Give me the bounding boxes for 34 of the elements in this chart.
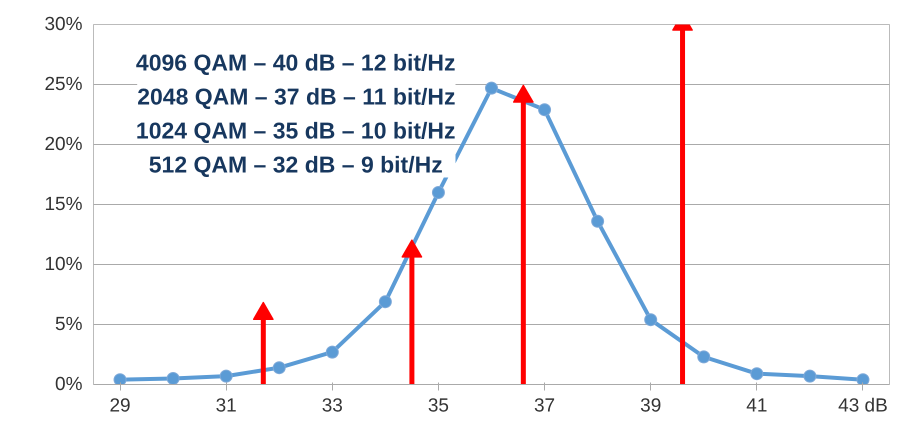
x-tick-label: 39 (640, 396, 662, 416)
y-tick-label: 20% (44, 134, 83, 155)
point (538, 103, 552, 116)
point (803, 370, 816, 383)
x-tick-label: 29 (109, 396, 131, 416)
point (432, 186, 445, 199)
point (220, 370, 233, 383)
point (697, 350, 710, 364)
annotation: 1024 QAM – 35 dB – 10 bit/Hz (136, 118, 456, 144)
x-tick-label: 41 (746, 396, 768, 416)
point (378, 295, 392, 308)
x-tick-label: 35 (428, 396, 450, 416)
y-tick-label: 25% (44, 74, 83, 95)
x-tick-label: 33 (322, 396, 343, 416)
point (326, 346, 339, 359)
point (856, 373, 870, 384)
annotation: 512 QAM – 32 dB – 9 bit/Hz (148, 152, 443, 178)
x-tick-label: 31 (216, 396, 237, 416)
point (485, 82, 498, 95)
y-tick-label: 0% (55, 374, 83, 395)
annotation: 4096 QAM – 40 dB – 12 bit/Hz (136, 50, 456, 76)
y-tick-label: 10% (44, 254, 83, 275)
point (750, 367, 764, 380)
x-tick-label: 43 dB (838, 396, 888, 416)
point (272, 361, 286, 374)
y-tick-label: 5% (55, 314, 83, 335)
x-tick-label: 37 (534, 396, 556, 416)
annotation: 2048 QAM – 37 dB – 11 bit/Hz (137, 84, 456, 110)
point (114, 373, 127, 384)
point (644, 313, 658, 326)
point (591, 214, 604, 228)
point (166, 372, 180, 384)
y-tick-label: 30% (44, 14, 83, 35)
y-tick-label: 15% (44, 194, 83, 215)
